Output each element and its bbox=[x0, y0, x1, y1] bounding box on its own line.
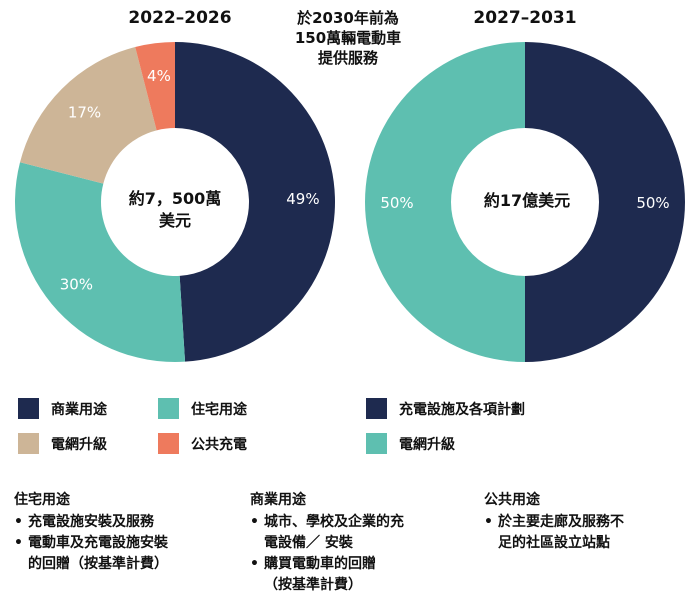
legend-swatch bbox=[158, 433, 179, 454]
note-title: 公共用途 bbox=[484, 492, 540, 508]
donut-charts: 49% 30% 17% 4% 50% 50% bbox=[14, 42, 685, 362]
donut-slice bbox=[135, 42, 175, 131]
slice-value-label: 30% bbox=[60, 276, 93, 294]
chart-2-center-label: 約17億美元 bbox=[462, 190, 592, 212]
note-item: 電動車及充電設施安裝 的回贈（按基準計費） bbox=[14, 533, 244, 575]
header-title-line: 提供服務 bbox=[317, 49, 378, 67]
legend-item: 公共充電 bbox=[158, 433, 247, 454]
note-line: 足的社區設立站點 bbox=[498, 535, 610, 551]
slice-value-label: 50% bbox=[380, 194, 413, 212]
slice-value-label: 4% bbox=[147, 67, 171, 85]
donut-slice bbox=[365, 42, 525, 362]
legend-label: 電網升級 bbox=[51, 436, 107, 453]
donut-slice bbox=[525, 42, 685, 362]
header-title-line: 於2030年前為 bbox=[297, 9, 399, 27]
legend-item: 商業用途 bbox=[18, 398, 107, 419]
note-item: 購買電動車的回贈 （按基準計費） bbox=[250, 554, 465, 596]
center-label-line: 美元 bbox=[158, 211, 191, 230]
header-title: 於2030年前為 150萬輛電動車 提供服務 bbox=[273, 8, 423, 68]
note-line: 城市、學校及企業的充 bbox=[264, 514, 404, 530]
slice-value-label: 49% bbox=[286, 190, 319, 208]
note-commercial: 商業用途 城市、學校及企業的充 電設備／ 安裝 購買電動車的回贈 （按基準計費） bbox=[250, 489, 465, 596]
legend-swatch bbox=[366, 433, 387, 454]
center-label-line: 約7，500萬 bbox=[128, 189, 222, 208]
note-title: 商業用途 bbox=[250, 492, 306, 508]
note-item: 城市、學校及企業的充 電設備／ 安裝 bbox=[250, 512, 465, 554]
header-title-line: 150萬輛電動車 bbox=[294, 29, 402, 47]
chart-1-center-label: 約7，500萬 美元 bbox=[115, 188, 235, 232]
note-item: 充電設施安裝及服務 bbox=[14, 512, 244, 533]
note-item: 於主要走廊及服務不 足的社區設立站點 bbox=[484, 512, 684, 554]
legend-item: 住宅用途 bbox=[158, 398, 247, 419]
note-title: 住宅用途 bbox=[14, 492, 70, 508]
note-line: 的回贈（按基準計費） bbox=[28, 556, 168, 572]
legend-label: 充電設施及各項計劃 bbox=[399, 401, 525, 418]
legend-swatch bbox=[158, 398, 179, 419]
donut-slice bbox=[14, 162, 186, 362]
legend-item: 電網升級 bbox=[18, 433, 107, 454]
note-line: （按基準計費） bbox=[264, 577, 362, 593]
legend-swatch bbox=[18, 398, 39, 419]
donut-slice bbox=[175, 42, 335, 362]
note-public: 公共用途 於主要走廊及服務不 足的社區設立站點 bbox=[484, 489, 684, 554]
note-line: 充電設施安裝及服務 bbox=[28, 514, 154, 530]
note-line: 於主要走廊及服務不 bbox=[498, 514, 624, 530]
legend-swatch bbox=[366, 398, 387, 419]
legend-label: 商業用途 bbox=[51, 401, 107, 418]
center-label-line: 約17億美元 bbox=[483, 191, 571, 210]
chart-1-title: 2022–2026 bbox=[128, 8, 232, 28]
legend-item: 充電設施及各項計劃 bbox=[366, 398, 525, 419]
note-line: 購買電動車的回贈 bbox=[264, 556, 376, 572]
legend-label: 公共充電 bbox=[191, 436, 247, 453]
legend-item: 電網升級 bbox=[366, 433, 455, 454]
legend-label: 住宅用途 bbox=[191, 401, 247, 418]
note-line: 電動車及充電設施安裝 bbox=[28, 535, 168, 551]
slice-value-label: 17% bbox=[68, 103, 101, 121]
chart-2-title: 2027–2031 bbox=[473, 8, 577, 28]
note-line: 電設備／ 安裝 bbox=[264, 535, 353, 551]
legend-label: 電網升級 bbox=[399, 436, 455, 453]
note-residential: 住宅用途 充電設施安裝及服務 電動車及充電設施安裝 的回贈（按基準計費） bbox=[14, 489, 244, 575]
donut-slice bbox=[20, 47, 157, 184]
slice-value-label: 50% bbox=[636, 194, 669, 212]
legend-swatch bbox=[18, 433, 39, 454]
